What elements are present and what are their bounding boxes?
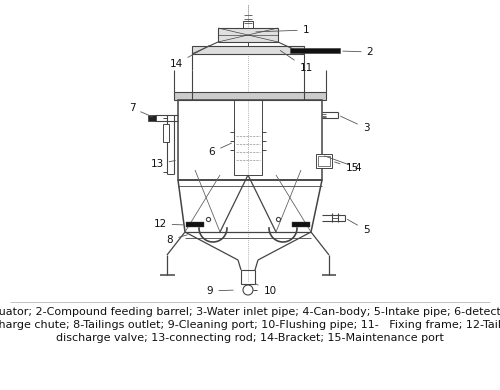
Bar xyxy=(186,222,204,227)
Text: discharge valve; 13-connecting rod; 14-Bracket; 15-Maintenance port: discharge valve; 13-connecting rod; 14-B… xyxy=(56,333,444,343)
Text: 9: 9 xyxy=(206,286,233,296)
Bar xyxy=(290,48,340,53)
Text: 14: 14 xyxy=(170,45,209,69)
Bar xyxy=(148,115,156,121)
Bar xyxy=(234,100,262,175)
Bar xyxy=(316,154,332,168)
Text: 11: 11 xyxy=(280,51,312,73)
Bar xyxy=(241,270,255,284)
Text: 6: 6 xyxy=(208,143,232,157)
Text: 7: 7 xyxy=(128,103,152,117)
Text: 3: 3 xyxy=(340,116,370,133)
Bar xyxy=(292,222,310,227)
Text: 2: 2 xyxy=(343,47,374,57)
Text: 4: 4 xyxy=(324,156,362,173)
Text: Discharge chute; 8-Tailings outlet; 9-Cleaning port; 10-Flushing pipe; 11-   Fix: Discharge chute; 8-Tailings outlet; 9-Cl… xyxy=(0,320,500,330)
Text: 13: 13 xyxy=(150,159,176,169)
Text: 15: 15 xyxy=(334,162,358,173)
Text: 10: 10 xyxy=(256,284,276,296)
Bar xyxy=(163,124,169,142)
Text: 5: 5 xyxy=(348,220,370,235)
Text: 12: 12 xyxy=(154,219,183,229)
Bar xyxy=(218,28,278,42)
Bar xyxy=(192,46,304,54)
Text: 8: 8 xyxy=(166,235,188,245)
Bar xyxy=(318,156,330,166)
Bar xyxy=(243,21,253,38)
Bar xyxy=(174,92,326,100)
Text: 1: 1 xyxy=(256,25,310,35)
Bar xyxy=(178,100,322,180)
Text: 1-Actuator; 2-Compound feeding barrel; 3-Water inlet pipe; 4-Can-body; 5-Intake : 1-Actuator; 2-Compound feeding barrel; 3… xyxy=(0,307,500,317)
